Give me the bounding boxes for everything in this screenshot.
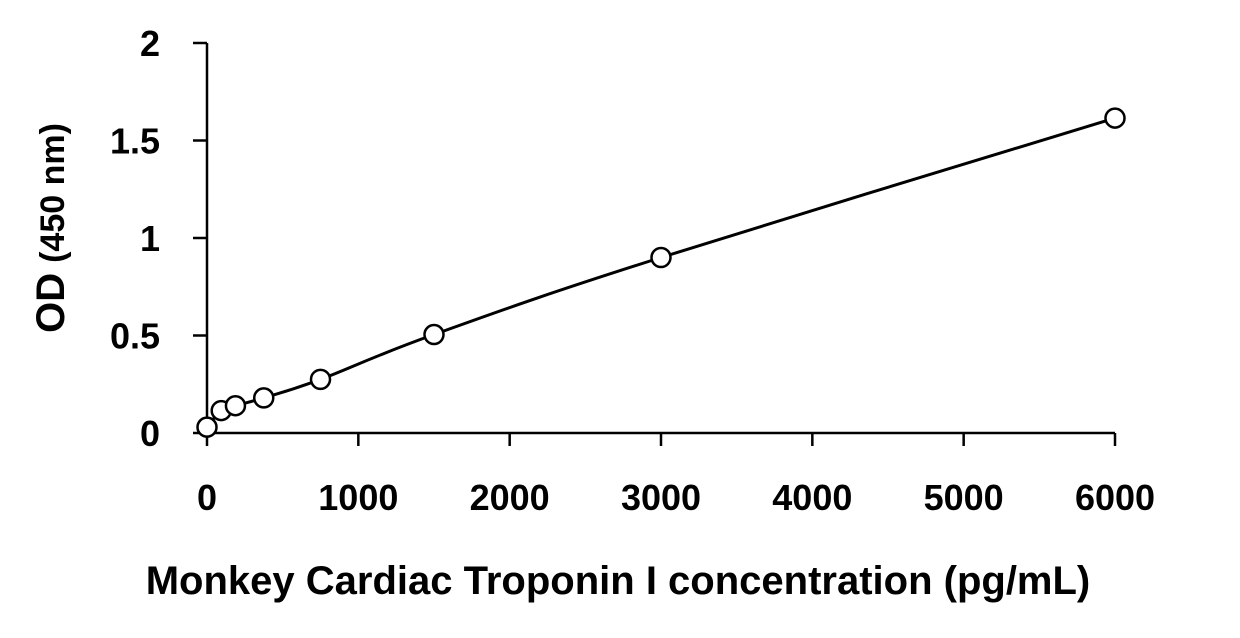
x-tick-label: 2000 [470, 477, 550, 518]
y-tick-label: 0.5 [110, 316, 160, 357]
y-tick-label: 2 [140, 23, 160, 64]
trend-line [205, 116, 1116, 429]
x-tick-label: 3000 [621, 477, 701, 518]
y-axis: 0 0.5 1 1.5 2 [110, 23, 209, 454]
y-tick-label: 1.5 [110, 121, 160, 162]
data-markers [196, 107, 1126, 438]
y-axis-title-unit: (450 nm) [34, 123, 72, 263]
y-axis-title-main: OD [29, 273, 73, 333]
x-tick-label: 5000 [924, 477, 1004, 518]
x-axis: 0 1000 2000 3000 4000 5000 6000 [197, 431, 1155, 518]
data-point [1104, 107, 1126, 129]
x-tick-label: 0 [197, 477, 217, 518]
data-point [309, 368, 332, 391]
data-point [650, 246, 672, 269]
data-point [423, 323, 445, 346]
x-tick-label: 1000 [318, 477, 398, 518]
x-tick-label: 6000 [1075, 477, 1155, 518]
y-tick-label: 1 [140, 218, 160, 259]
data-point [224, 394, 247, 417]
plot-area [196, 107, 1126, 438]
x-tick-label: 4000 [772, 477, 852, 518]
y-axis-title: OD (450 nm) [29, 123, 73, 333]
x-axis-title: Monkey Cardiac Troponin I concentration … [146, 559, 1091, 603]
data-point [253, 387, 275, 409]
y-tick-label: 0 [140, 413, 160, 454]
data-point [196, 416, 218, 438]
